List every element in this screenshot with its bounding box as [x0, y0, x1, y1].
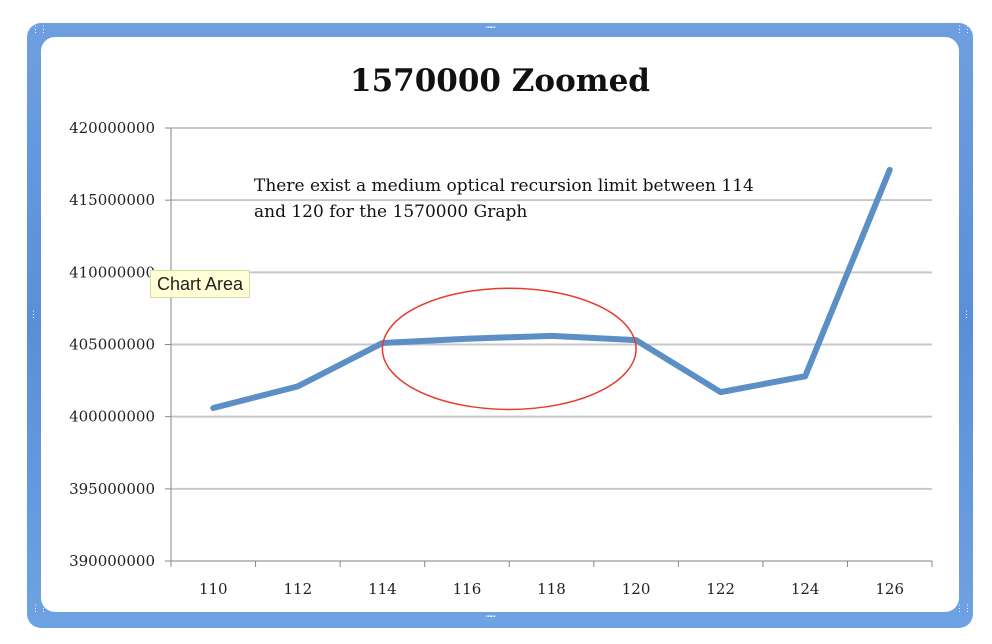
x-tick-label: 110	[199, 580, 228, 598]
data-point	[551, 335, 552, 337]
highlight-group	[381, 287, 637, 411]
x-tick-label: 120	[622, 580, 651, 598]
annotation-line-2: and 120 for the 1570000 Graph	[254, 202, 527, 222]
data-point	[297, 385, 299, 387]
x-tick-label: 124	[791, 580, 820, 598]
resize-handle-left[interactable]: ⋮	[29, 310, 38, 320]
x-tick-label: 112	[284, 580, 313, 598]
x-tick-label: 122	[706, 580, 735, 598]
data-point	[635, 339, 637, 341]
x-tick-label: 126	[875, 580, 904, 598]
chart-title: 1570000 Zoomed	[350, 63, 650, 99]
resize-handle-bottom-left[interactable]: ⋮⋮	[31, 604, 48, 614]
data-point	[804, 375, 806, 377]
data-point	[889, 169, 891, 171]
x-tick-label: 118	[537, 580, 566, 598]
x-tick-label: 114	[368, 580, 397, 598]
y-tick-label: 410000000	[69, 263, 155, 281]
data-point	[466, 338, 468, 340]
data-point	[720, 391, 722, 393]
highlight-ellipse	[381, 287, 637, 411]
y-tick-label: 390000000	[69, 552, 155, 570]
y-tick-label: 400000000	[69, 408, 155, 426]
x-tick-label: 116	[453, 580, 482, 598]
resize-handle-top-right[interactable]: ⋮⋮	[955, 25, 972, 35]
resize-handle-bottom-center[interactable]: ⋯⋯	[486, 612, 496, 622]
resize-handle-top-center[interactable]: ⋯⋯	[486, 23, 496, 33]
y-axis-ticks: 390000000 395000000 400000000 405000000 4100…	[69, 119, 171, 570]
resize-handle-top-left[interactable]: ⋮⋮	[31, 25, 48, 35]
y-tick-label: 415000000	[69, 191, 155, 209]
data-point	[212, 407, 214, 409]
resize-handle-right[interactable]: ⋮	[962, 310, 971, 320]
annotation-line-1: There exist a medium optical recursion l…	[254, 176, 754, 196]
resize-handle-bottom-right[interactable]: ⋮⋮	[955, 604, 972, 614]
gridlines	[171, 127, 932, 490]
y-tick-label: 420000000	[69, 119, 155, 137]
chart-area[interactable]	[41, 37, 959, 612]
y-tick-label: 405000000	[69, 336, 155, 354]
chart-area-tooltip: Chart Area	[150, 270, 251, 298]
x-axis-ticks: 110 112 114 116 118 120 122 124 126	[170, 561, 933, 598]
y-tick-label: 395000000	[69, 480, 155, 498]
